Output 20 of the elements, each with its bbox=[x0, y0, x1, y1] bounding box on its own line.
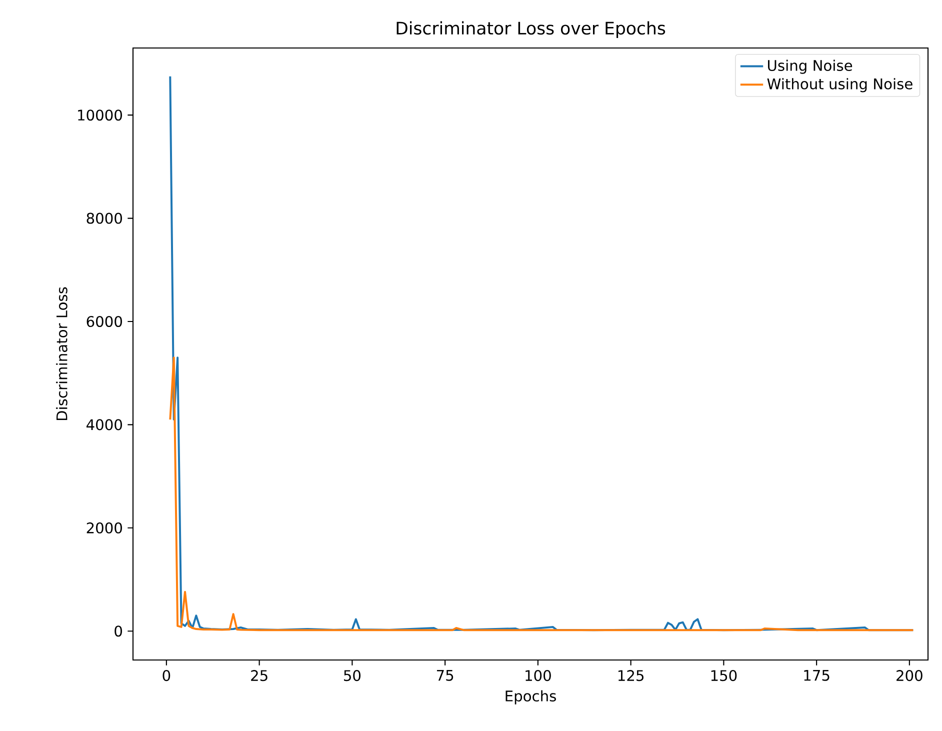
x-axis-title: Epochs bbox=[506, 690, 556, 704]
x-tick-label: 175 bbox=[804, 670, 830, 681]
x-tick-label: 100 bbox=[526, 670, 551, 682]
y-axis-title: Discriminator Loss bbox=[56, 287, 68, 420]
legend-label: Without using Noise bbox=[767, 78, 912, 92]
x-tick-label: 200 bbox=[896, 670, 922, 682]
x-tick-label: 75 bbox=[436, 670, 454, 681]
x-tick-label: 0 bbox=[162, 670, 170, 682]
y-tick-label: 2000 bbox=[86, 522, 122, 534]
y-tick-label: 4000 bbox=[86, 419, 122, 430]
x-tick-label: 125 bbox=[618, 670, 644, 682]
chart-title: Discriminator Loss over Epochs bbox=[396, 21, 666, 38]
x-tick-label: 150 bbox=[711, 670, 737, 682]
y-tick-label: 10000 bbox=[78, 110, 122, 121]
x-tick-label: 25 bbox=[251, 670, 268, 682]
y-tick-label: 8000 bbox=[86, 212, 122, 224]
y-tick-label: 6000 bbox=[86, 316, 122, 328]
y-tick-label: 0 bbox=[114, 626, 122, 637]
x-tick-label: 50 bbox=[344, 670, 360, 682]
legend-label: Using Noise bbox=[768, 60, 852, 74]
